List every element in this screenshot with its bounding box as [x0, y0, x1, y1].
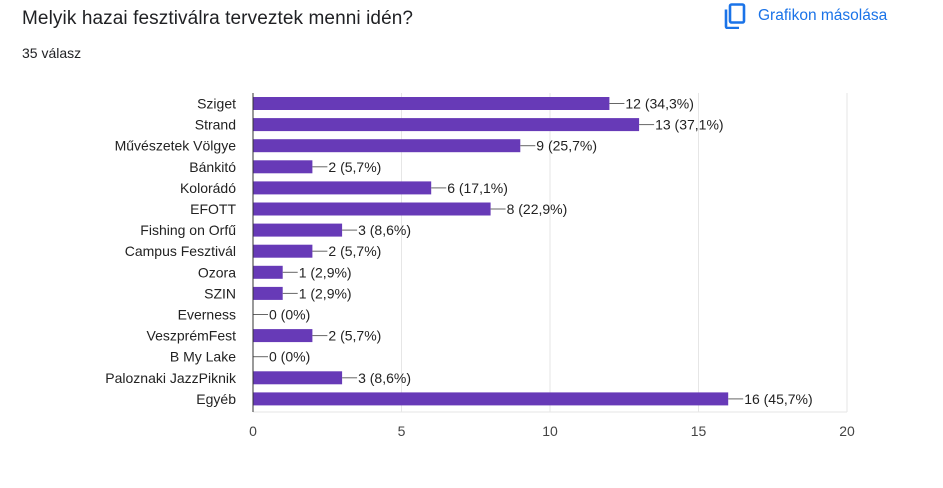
data-label: 0 (0%)	[269, 307, 310, 323]
category-label: EFOTT	[190, 201, 236, 217]
category-label: Campus Fesztivál	[125, 243, 236, 259]
bar	[253, 329, 313, 343]
category-label: Sziget	[197, 96, 236, 112]
data-label: 13 (37,1%)	[655, 117, 723, 133]
category-label: SZIN	[204, 285, 236, 301]
data-label: 1 (2,9%)	[299, 285, 352, 301]
category-label: Ozora	[198, 264, 236, 280]
data-label: 16 (45,7%)	[744, 391, 812, 407]
data-label: 1 (2,9%)	[299, 264, 352, 280]
category-label: VeszprémFest	[147, 328, 237, 344]
bar	[253, 371, 343, 385]
response-count: 35 válasz	[22, 45, 82, 61]
data-label: 6 (17,1%)	[447, 180, 508, 196]
bar	[253, 97, 610, 110]
data-label: 3 (8,6%)	[358, 370, 411, 386]
category-label: Paloznaki JazzPiknik	[105, 370, 237, 386]
bar	[253, 202, 491, 216]
copy-chart-label: Grafikon másolása	[758, 7, 888, 24]
bar	[253, 118, 640, 132]
x-tick-label: 15	[691, 423, 707, 439]
category-label: B My Lake	[170, 349, 236, 365]
category-label: Egyéb	[196, 391, 236, 407]
category-label: Everness	[178, 307, 236, 323]
bar	[253, 223, 343, 237]
bar	[253, 286, 283, 300]
data-label: 12 (34,3%)	[625, 96, 693, 112]
question-title: Melyik hazai fesztiválra terveztek menni…	[22, 8, 414, 29]
bar	[253, 139, 521, 153]
copy-chart-button[interactable]: Grafikon másolása	[724, 2, 887, 30]
data-label: 3 (8,6%)	[358, 222, 411, 238]
data-label: 2 (5,7%)	[328, 159, 381, 175]
data-label: 0 (0%)	[269, 349, 310, 365]
x-tick-label: 5	[398, 423, 406, 439]
bar	[253, 160, 313, 174]
category-label: Kolorádó	[180, 180, 236, 196]
data-label: 8 (22,9%)	[507, 201, 568, 217]
x-tick-label: 20	[839, 423, 855, 439]
bar	[253, 392, 729, 406]
bar	[253, 181, 432, 195]
data-label: 2 (5,7%)	[328, 328, 381, 344]
x-tick-label: 10	[542, 423, 558, 439]
bar	[253, 244, 313, 258]
category-label: Bánkitó	[189, 159, 236, 175]
data-label: 9 (25,7%)	[536, 138, 597, 154]
category-label: Strand	[195, 117, 236, 133]
bar	[253, 265, 283, 279]
x-tick-label: 0	[249, 423, 257, 439]
category-label: Művészetek Völgye	[115, 138, 237, 154]
data-label: 2 (5,7%)	[328, 243, 381, 259]
category-label: Fishing on Orfű	[140, 222, 236, 238]
copy-icon	[724, 3, 746, 29]
